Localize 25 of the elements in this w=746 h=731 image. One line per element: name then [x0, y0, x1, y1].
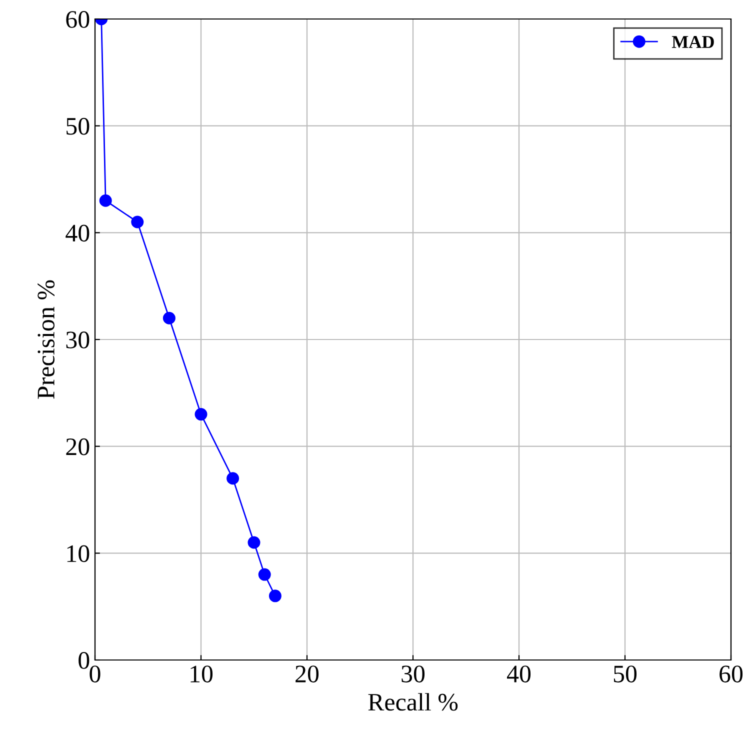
x-tick-label: 20 [296, 666, 319, 682]
point [268, 590, 282, 602]
x-tick-label: 40 [506, 666, 531, 682]
point [99, 194, 112, 207]
y-tick-label: 40 [66, 224, 90, 242]
x-tick-label: 60 [720, 666, 743, 682]
x-axis-title: Recall % [368, 693, 458, 711]
point [258, 568, 271, 581]
x-tick-label: 50 [614, 666, 637, 682]
point [226, 472, 240, 485]
point [131, 216, 144, 228]
y-tick-label: 0 [78, 652, 90, 669]
y-tick-label: 50 [66, 118, 90, 135]
y-tick-label: 30 [66, 332, 90, 348]
y-tick-label: 10 [67, 545, 90, 562]
x-tick-label: 10 [190, 666, 213, 682]
y-tick-label: 20 [66, 438, 90, 456]
point [194, 408, 208, 421]
legend-label: MAD [672, 36, 714, 48]
y-axis-title: Precision % [38, 280, 55, 399]
point [162, 312, 176, 324]
x-tick-label: 0 [90, 666, 100, 682]
point [248, 536, 260, 549]
x-tick-label: 30 [402, 666, 425, 682]
y-tick-label: 60 [66, 11, 90, 28]
